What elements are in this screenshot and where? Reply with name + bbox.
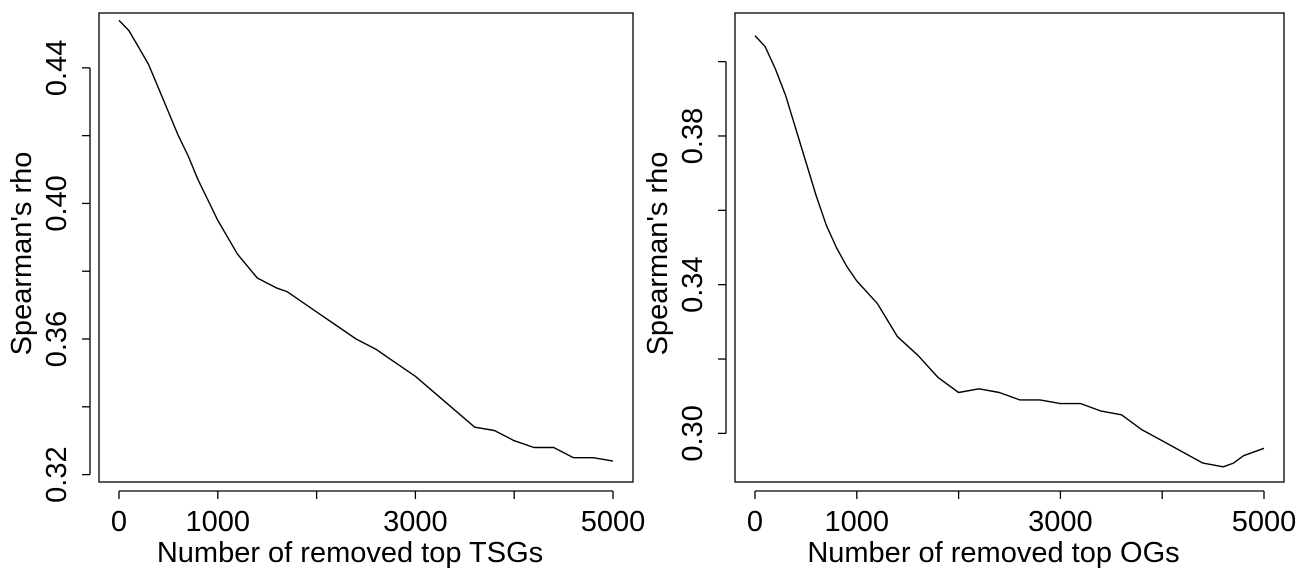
series-line [754,35,1265,468]
plot-frame [98,12,634,483]
y-tick-label: 0.32 [41,446,73,502]
y-tick-label: 0.34 [677,256,709,312]
y-axis-title: Spearman's rho [642,152,674,356]
y-tick-label: 0.40 [41,175,73,231]
plot-frame [734,12,1285,483]
x-tick-label: 1000 [825,506,890,538]
x-tick-label: 0 [747,506,763,538]
y-tick-label: 0.38 [677,108,709,164]
x-tick-label: 3000 [1028,506,1093,538]
x-tick-label: 1000 [186,506,251,538]
x-tick-label: 3000 [383,506,448,538]
left-chart-panel: 0 1000 3000 5000 0.32 0.36 0.40 0.44 Number of r… [6,12,646,569]
x-tick-label: 5000 [1232,506,1297,538]
y-tick-label: 0.44 [41,40,73,96]
y-tick-label: 0.36 [41,311,73,367]
x-axis-title: Number of removed top OGs [807,537,1179,569]
series-line [118,19,614,462]
right-chart-panel: 0 1000 3000 5000 0.30 0.34 0.38 Number of remov… [642,12,1297,569]
x-axis-title: Number of removed top TSGs [157,537,543,569]
y-tick-label: 0.30 [677,405,709,461]
x-tick-label: 0 [111,506,127,538]
y-axis-title: Spearman's rho [6,152,38,356]
x-tick-label: 5000 [581,506,646,538]
